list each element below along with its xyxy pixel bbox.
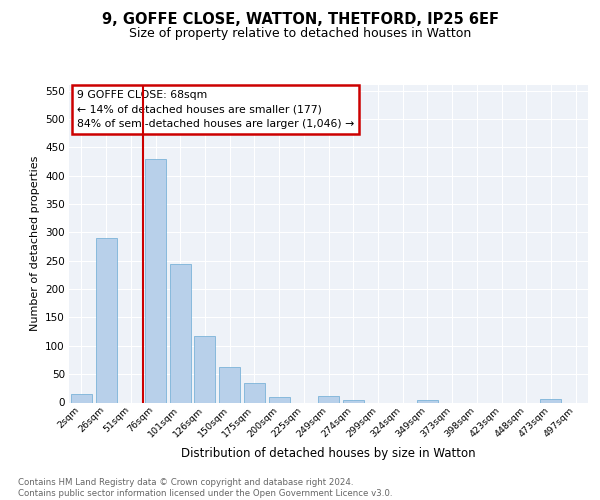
Bar (244, 382, 265, 402)
Bar (194, 336, 215, 402)
Text: Contains HM Land Registry data © Crown copyright and database right 2024.
Contai: Contains HM Land Registry data © Crown c… (18, 478, 392, 498)
Bar (541, 399, 562, 402)
Bar (71, 394, 92, 402)
X-axis label: Distribution of detached houses by size in Watton: Distribution of detached houses by size … (181, 447, 476, 460)
Bar (95, 238, 116, 402)
Y-axis label: Number of detached properties: Number of detached properties (29, 156, 40, 332)
Text: 9 GOFFE CLOSE: 68sqm
← 14% of detached houses are smaller (177)
84% of semi-deta: 9 GOFFE CLOSE: 68sqm ← 14% of detached h… (77, 90, 354, 130)
Bar (417, 400, 438, 402)
Text: 9, GOFFE CLOSE, WATTON, THETFORD, IP25 6EF: 9, GOFFE CLOSE, WATTON, THETFORD, IP25 6… (101, 12, 499, 28)
Text: Size of property relative to detached houses in Watton: Size of property relative to detached ho… (129, 28, 471, 40)
Bar (269, 397, 290, 402)
Bar (343, 400, 364, 402)
Bar (170, 264, 191, 402)
Bar (145, 158, 166, 402)
Bar (219, 367, 240, 402)
Bar (318, 396, 339, 402)
